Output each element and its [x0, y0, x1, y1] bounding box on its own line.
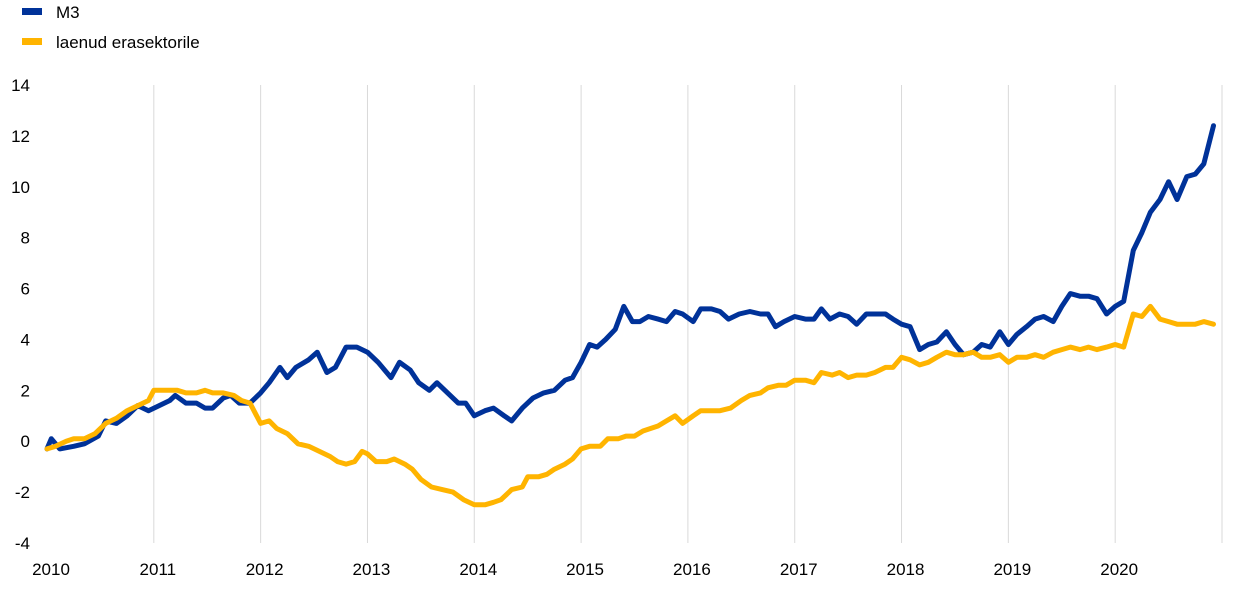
- legend: M3 laenud erasektorile: [22, 3, 200, 52]
- series-lines: [44, 123, 1216, 508]
- x-tick-label: 2020: [1100, 560, 1138, 579]
- axes: -4 -2 0 2 4 6 8 10 12 14 2010 2011 2012 2013 2014 2015 2…: [11, 76, 1138, 579]
- series-line-laenud-erasektorile: [44, 303, 1216, 508]
- y-tick-label: 4: [21, 330, 30, 349]
- x-tick-label: 2016: [673, 560, 711, 579]
- x-tick-label: 2014: [459, 560, 497, 579]
- legend-label-laenud: laenud erasektorile: [56, 33, 200, 52]
- y-tick-label: -4: [15, 534, 30, 553]
- x-tick-label: 2011: [140, 560, 177, 579]
- legend-label-m3: M3: [56, 3, 80, 22]
- y-tick-label: 14: [11, 76, 30, 95]
- series-line-m3: [44, 123, 1216, 452]
- x-tick-label: 2019: [993, 560, 1031, 579]
- y-tick-label: 10: [11, 178, 30, 197]
- x-tick-label: 2015: [566, 560, 604, 579]
- y-tick-label: 8: [21, 229, 30, 248]
- x-tick-label: 2012: [246, 560, 284, 579]
- legend-swatch-laenud: [22, 38, 42, 45]
- gridlines: [153, 85, 1223, 543]
- x-tick-label: 2013: [353, 560, 391, 579]
- x-tick-label: 2018: [887, 560, 925, 579]
- y-tick-label: -2: [15, 483, 30, 502]
- y-tick-label: 12: [11, 127, 30, 146]
- y-tick-label: 2: [21, 381, 30, 400]
- y-tick-label: 6: [21, 280, 30, 299]
- y-tick-label: 0: [21, 432, 30, 451]
- x-tick-label: 2010: [32, 560, 70, 579]
- x-tick-label: 2017: [780, 560, 818, 579]
- legend-swatch-m3: [22, 8, 42, 15]
